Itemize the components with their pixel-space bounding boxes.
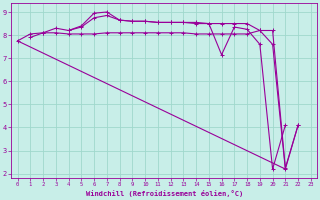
X-axis label: Windchill (Refroidissement éolien,°C): Windchill (Refroidissement éolien,°C) <box>85 190 243 197</box>
